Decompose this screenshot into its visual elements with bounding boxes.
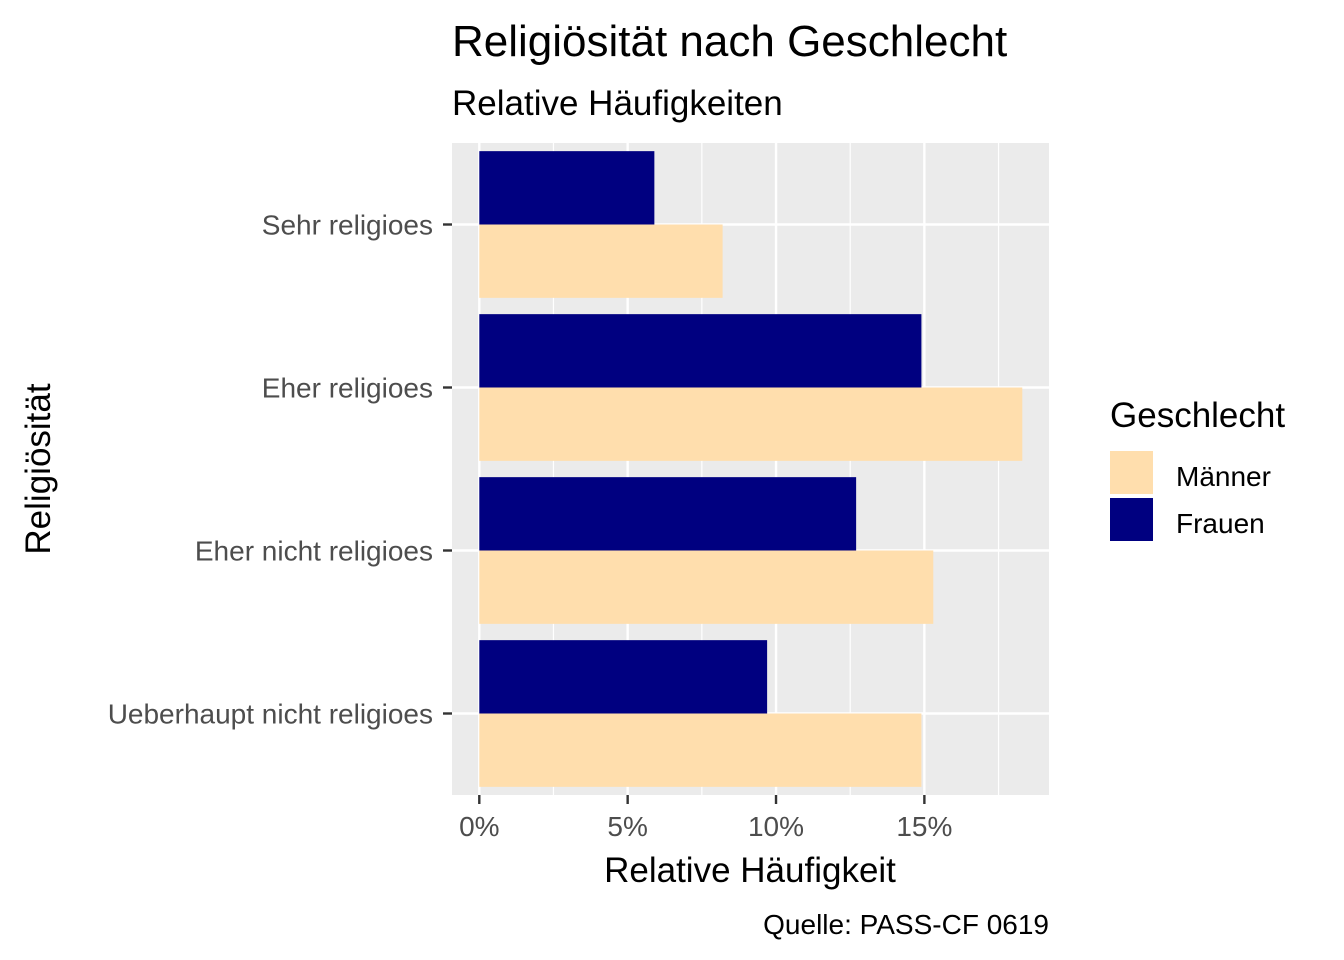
bar-frauen-2: Frauen: 12.7% <box>479 477 857 551</box>
legend-key-maenner <box>1110 451 1153 494</box>
chart-subtitle: Relative Häufigkeiten <box>452 84 783 123</box>
y-axis-title: Religiösität <box>19 383 58 554</box>
x-tick-label: 5% <box>607 811 647 842</box>
bar-maenner-3: Männer: 14.9% <box>479 713 922 787</box>
chart-title: Religiösität nach Geschlecht <box>452 17 1007 66</box>
legend-label-maenner: Männer <box>1176 461 1271 492</box>
bar-frauen-3: Frauen: 9.7% <box>479 640 768 714</box>
bar-frauen-0: Frauen: 5.9% <box>479 151 655 225</box>
y-tick-label: Eher religioes <box>262 373 433 404</box>
legend-title: Geschlecht <box>1110 396 1285 435</box>
bars: Frauen: 5.9%Männer: 8.2%Frauen: 14.9%Män… <box>479 151 1023 787</box>
chart-caption: Quelle: PASS-CF 0619 <box>763 909 1049 940</box>
y-tick-label: Sehr religioes <box>262 210 433 241</box>
x-tick-label: 10% <box>748 811 804 842</box>
y-tick-label: Ueberhaupt nicht religioes <box>108 699 433 730</box>
x-axis-title: Relative Häufigkeit <box>604 851 896 890</box>
x-tick-label: 0% <box>459 811 499 842</box>
legend: Geschlecht Männer Frauen <box>1110 396 1285 541</box>
bar-maenner-2: Männer: 15.3% <box>479 550 934 624</box>
x-axis: 0% 5% 10% 15% <box>459 795 952 842</box>
bar-frauen-1: Frauen: 14.9% <box>479 314 922 388</box>
legend-label-frauen: Frauen <box>1176 508 1265 539</box>
bar-maenner-1: Männer: 18.3% <box>479 387 1023 461</box>
y-axis: Sehr religioes Eher religioes Eher nicht r… <box>108 210 452 730</box>
bar-maenner-0: Männer: 8.2% <box>479 224 723 298</box>
y-tick-label: Eher nicht religioes <box>195 536 433 567</box>
legend-key-frauen <box>1110 498 1153 541</box>
x-tick-label: 15% <box>896 811 952 842</box>
